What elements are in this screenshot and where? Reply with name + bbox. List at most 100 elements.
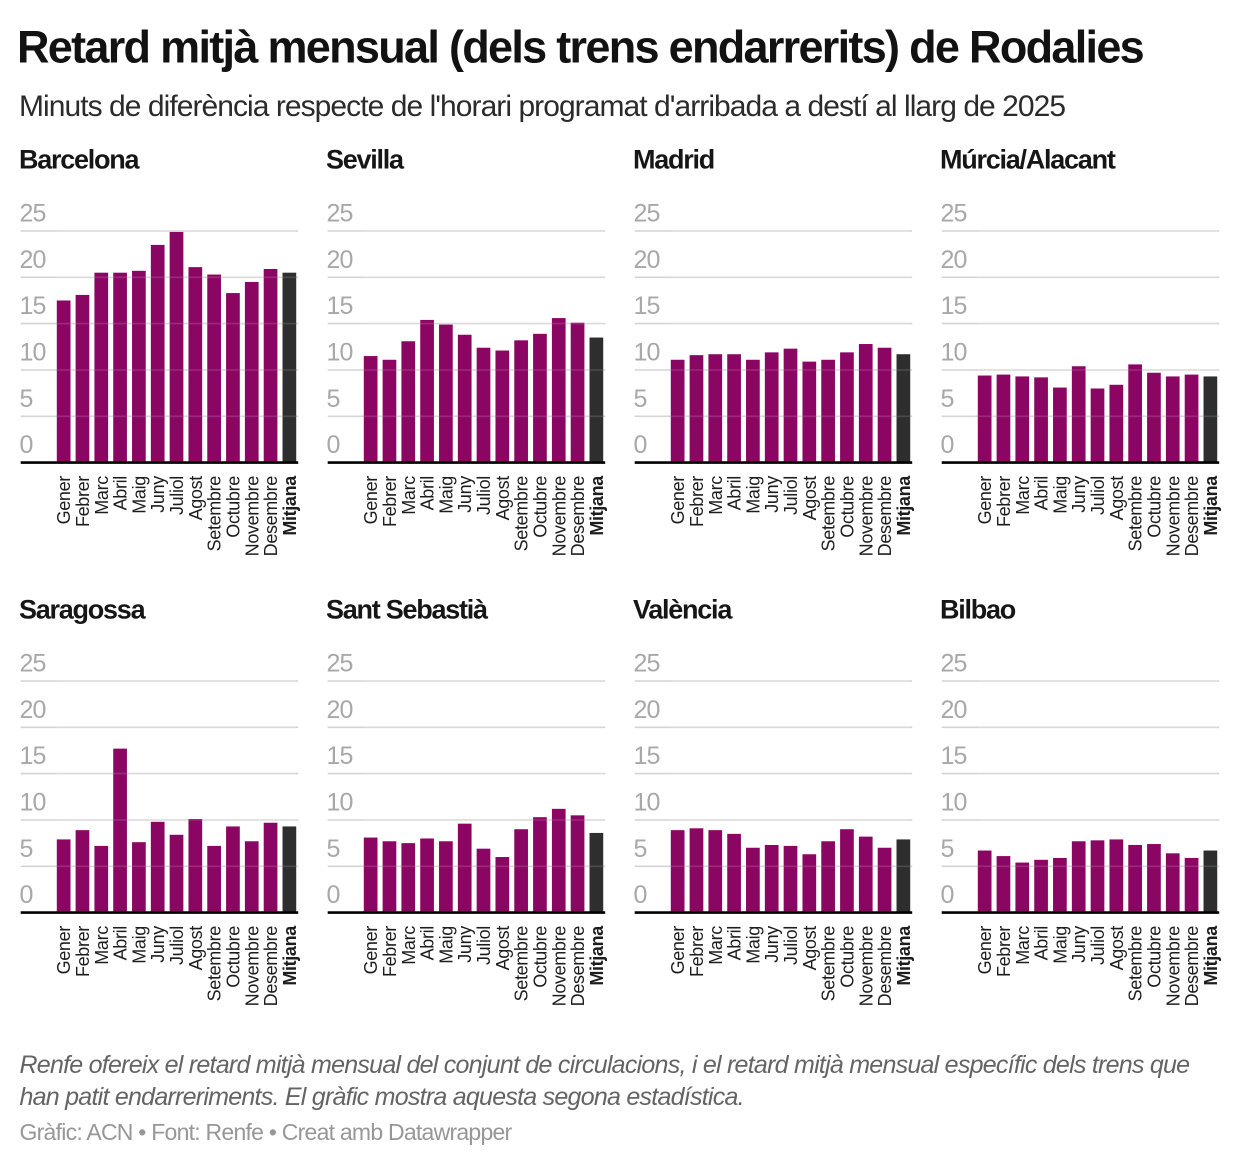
svg-text:15: 15 [634,742,660,770]
svg-text:Mitjana: Mitjana [587,925,607,986]
svg-text:10: 10 [20,789,46,817]
svg-text:Octubre: Octubre [530,926,550,988]
svg-text:Agost: Agost [186,476,206,521]
svg-text:Maig: Maig [129,926,149,964]
svg-text:25: 25 [327,200,353,228]
svg-text:Juny: Juny [1069,926,1089,963]
svg-text:Agost: Agost [1107,476,1127,521]
svg-text:Setembre: Setembre [205,926,225,1002]
svg-text:Octubre: Octubre [1144,476,1164,538]
svg-text:Retard mitjà mensual (dels tre: Retard mitjà mensual (dels trens endarre… [17,22,1144,73]
svg-text:5: 5 [634,385,647,413]
svg-text:Octubre: Octubre [1144,926,1164,988]
svg-text:Maig: Maig [1050,476,1070,514]
svg-text:20: 20 [634,696,660,724]
svg-text:10: 10 [941,339,967,367]
svg-text:Novembre: Novembre [242,926,262,1007]
svg-text:Maig: Maig [743,476,763,514]
svg-text:Desembre: Desembre [261,926,281,1007]
svg-text:15: 15 [327,742,353,770]
svg-text:València: València [633,595,733,625]
svg-text:Agost: Agost [1107,926,1127,971]
svg-text:Novembre: Novembre [856,926,876,1007]
svg-text:Mitjana: Mitjana [1201,925,1221,986]
svg-text:0: 0 [327,431,340,459]
svg-text:Gener: Gener [54,926,74,975]
svg-text:Marc: Marc [1013,926,1033,965]
svg-text:Febrer: Febrer [687,476,707,527]
svg-text:Juliol: Juliol [781,476,801,515]
svg-text:25: 25 [941,200,967,228]
svg-text:Abril: Abril [111,926,131,960]
svg-text:25: 25 [941,650,967,678]
svg-text:5: 5 [941,835,954,863]
svg-text:0: 0 [634,881,647,909]
svg-text:Mitjana: Mitjana [587,475,607,536]
svg-text:Octubre: Octubre [837,476,857,538]
svg-text:Desembre: Desembre [1182,926,1202,1007]
svg-text:Novembre: Novembre [1163,476,1183,557]
svg-text:Gener: Gener [668,476,688,525]
svg-text:Maig: Maig [436,476,456,514]
svg-text:Juliol: Juliol [474,926,494,965]
svg-text:Juny: Juny [762,926,782,963]
svg-text:0: 0 [634,431,647,459]
svg-text:Mitjana: Mitjana [894,925,914,986]
svg-text:Bilbao: Bilbao [940,595,1016,625]
svg-text:25: 25 [327,650,353,678]
svg-text:Juny: Juny [762,476,782,513]
svg-text:Febrer: Febrer [380,926,400,977]
svg-text:5: 5 [327,835,340,863]
svg-text:Setembre: Setembre [819,926,839,1002]
svg-text:Marc: Marc [92,476,112,515]
svg-text:Mitjana: Mitjana [894,475,914,536]
svg-text:Juliol: Juliol [474,476,494,515]
svg-text:5: 5 [941,385,954,413]
svg-text:25: 25 [20,650,46,678]
svg-text:Desembre: Desembre [1182,476,1202,557]
svg-text:Gràfic: ACN • Font: Renfe • Cr: Gràfic: ACN • Font: Renfe • Creat amb Da… [20,1119,513,1145]
svg-text:Juny: Juny [1069,476,1089,513]
svg-text:Juliol: Juliol [781,926,801,965]
svg-text:0: 0 [20,881,33,909]
svg-text:Juny: Juny [455,926,475,963]
svg-text:han patit endarreriments. El g: han patit endarreriments. El gràfic most… [20,1083,744,1111]
svg-text:Octubre: Octubre [837,926,857,988]
svg-text:Setembre: Setembre [819,476,839,552]
svg-text:20: 20 [327,246,353,274]
svg-text:25: 25 [20,200,46,228]
svg-text:Sant Sebastià: Sant Sebastià [326,595,489,625]
svg-text:15: 15 [20,742,46,770]
svg-text:Abril: Abril [725,926,745,960]
svg-text:5: 5 [327,385,340,413]
svg-text:Gener: Gener [361,476,381,525]
svg-text:Marc: Marc [92,926,112,965]
svg-text:15: 15 [20,292,46,320]
svg-text:Mitjana: Mitjana [280,475,300,536]
svg-text:Desembre: Desembre [261,476,281,557]
svg-text:Sevilla: Sevilla [326,145,405,175]
svg-text:Agost: Agost [800,926,820,971]
svg-text:Madrid: Madrid [633,145,714,175]
svg-text:0: 0 [941,881,954,909]
svg-text:Abril: Abril [1032,926,1052,960]
svg-text:0: 0 [20,431,33,459]
svg-text:Setembre: Setembre [1126,926,1146,1002]
svg-text:Novembre: Novembre [1163,926,1183,1007]
svg-text:Febrer: Febrer [687,926,707,977]
svg-text:Juliol: Juliol [167,926,187,965]
svg-text:Marc: Marc [399,476,419,515]
svg-text:Octubre: Octubre [530,476,550,538]
svg-text:Mitjana: Mitjana [280,925,300,986]
svg-text:Gener: Gener [975,476,995,525]
svg-text:Desembre: Desembre [568,476,588,557]
svg-text:Abril: Abril [111,476,131,510]
svg-text:Barcelona: Barcelona [19,145,141,175]
svg-text:5: 5 [20,385,33,413]
svg-text:Renfe ofereix el retard mitjà: Renfe ofereix el retard mitjà mensual de… [20,1051,1190,1079]
svg-text:Juliol: Juliol [167,476,187,515]
svg-text:Marc: Marc [399,926,419,965]
svg-text:Juny: Juny [148,926,168,963]
svg-text:Novembre: Novembre [549,926,569,1007]
svg-text:15: 15 [327,292,353,320]
